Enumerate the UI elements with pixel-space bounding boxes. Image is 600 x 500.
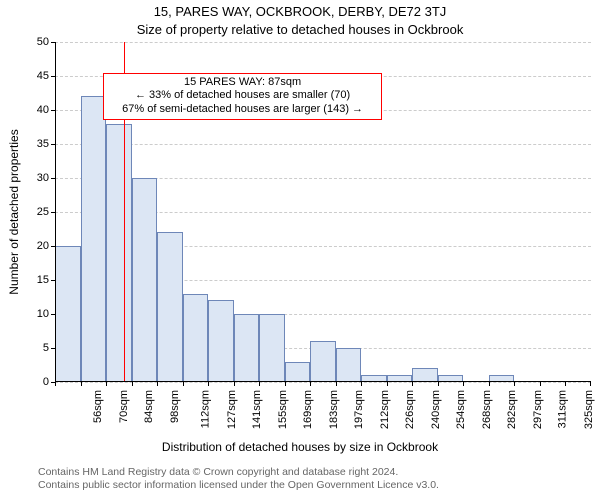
grid-line	[55, 382, 591, 383]
x-tick-label: 240sqm	[430, 390, 442, 429]
grid-line	[55, 42, 591, 43]
x-tick	[106, 382, 107, 386]
y-tick-label: 40	[31, 104, 49, 116]
y-tick-label: 50	[31, 36, 49, 48]
y-tick-label: 15	[31, 274, 49, 286]
y-tick-label: 5	[31, 342, 49, 354]
x-axis-label: Distribution of detached houses by size …	[0, 440, 600, 454]
annotation-line-2: ← 33% of detached houses are smaller (70…	[108, 89, 377, 103]
x-tick-label: 155sqm	[277, 390, 289, 429]
histogram-bar	[310, 341, 336, 382]
x-tick	[81, 382, 82, 386]
y-axis-spine	[55, 42, 56, 382]
x-tick-label: 183sqm	[328, 390, 340, 429]
x-tick	[336, 382, 337, 386]
x-tick	[183, 382, 184, 386]
x-tick	[310, 382, 311, 386]
x-tick	[132, 382, 133, 386]
x-tick-label: 141sqm	[251, 390, 263, 429]
y-tick-label: 30	[31, 172, 49, 184]
histogram-bar	[285, 362, 311, 382]
x-tick	[208, 382, 209, 386]
x-tick-label: 282sqm	[507, 390, 519, 429]
x-tick-label: 197sqm	[353, 390, 365, 429]
x-tick	[438, 382, 439, 386]
x-tick-label: 254sqm	[455, 390, 467, 429]
histogram-bar	[157, 232, 183, 382]
x-tick-label: 56sqm	[92, 390, 104, 423]
y-tick-label: 25	[31, 206, 49, 218]
x-tick-label: 70sqm	[118, 390, 130, 423]
histogram-bar	[55, 246, 81, 382]
x-tick	[463, 382, 464, 386]
x-tick-label: 212sqm	[379, 390, 391, 429]
x-tick-label: 226sqm	[404, 390, 416, 429]
x-tick	[590, 382, 591, 386]
footer-note: Contains HM Land Registry data © Crown c…	[38, 466, 439, 492]
x-tick	[514, 382, 515, 386]
y-tick-label: 20	[31, 240, 49, 252]
histogram-bar	[336, 348, 362, 382]
x-tick	[387, 382, 388, 386]
x-tick-label: 325sqm	[583, 390, 595, 429]
x-tick-label: 311sqm	[557, 390, 569, 428]
x-tick	[361, 382, 362, 386]
histogram-bar	[259, 314, 285, 382]
x-tick	[259, 382, 260, 386]
footer-line-1: Contains HM Land Registry data © Crown c…	[38, 466, 439, 479]
x-tick	[489, 382, 490, 386]
chart-title-sub: Size of property relative to detached ho…	[0, 22, 600, 37]
histogram-bar	[132, 178, 158, 382]
x-tick	[565, 382, 566, 386]
y-tick-label: 35	[31, 138, 49, 150]
histogram-bar	[106, 124, 132, 382]
histogram-bar	[412, 368, 438, 382]
x-tick-label: 112sqm	[199, 390, 211, 428]
annotation-line-1: 15 PARES WAY: 87sqm	[108, 76, 377, 90]
footer-line-2: Contains public sector information licen…	[38, 479, 439, 492]
x-tick	[540, 382, 541, 386]
x-tick-label: 127sqm	[226, 390, 238, 429]
histogram-bar	[234, 314, 260, 382]
y-tick-label: 0	[31, 376, 49, 388]
y-tick-label: 10	[31, 308, 49, 320]
chart-container: 15, PARES WAY, OCKBROOK, DERBY, DE72 3TJ…	[0, 0, 600, 500]
x-tick-label: 297sqm	[532, 390, 544, 429]
plot-area: 15 PARES WAY: 87sqm← 33% of detached hou…	[55, 42, 591, 382]
x-tick	[55, 382, 56, 386]
histogram-bar	[183, 294, 209, 382]
grid-line	[55, 144, 591, 145]
histogram-bar	[81, 96, 107, 382]
annotation-box: 15 PARES WAY: 87sqm← 33% of detached hou…	[103, 73, 382, 120]
x-tick	[285, 382, 286, 386]
annotation-line-3: 67% of semi-detached houses are larger (…	[108, 103, 377, 117]
y-axis-label: Number of detached properties	[7, 129, 21, 294]
x-tick	[234, 382, 235, 386]
chart-title-main: 15, PARES WAY, OCKBROOK, DERBY, DE72 3TJ	[0, 4, 600, 19]
y-tick-label: 45	[31, 70, 49, 82]
x-axis-spine	[55, 381, 591, 382]
x-tick	[412, 382, 413, 386]
x-tick-label: 84sqm	[143, 390, 155, 423]
x-tick-label: 169sqm	[302, 390, 314, 429]
x-tick-label: 268sqm	[481, 390, 493, 429]
x-tick	[157, 382, 158, 386]
x-tick-label: 98sqm	[169, 390, 181, 423]
histogram-bar	[208, 300, 234, 382]
